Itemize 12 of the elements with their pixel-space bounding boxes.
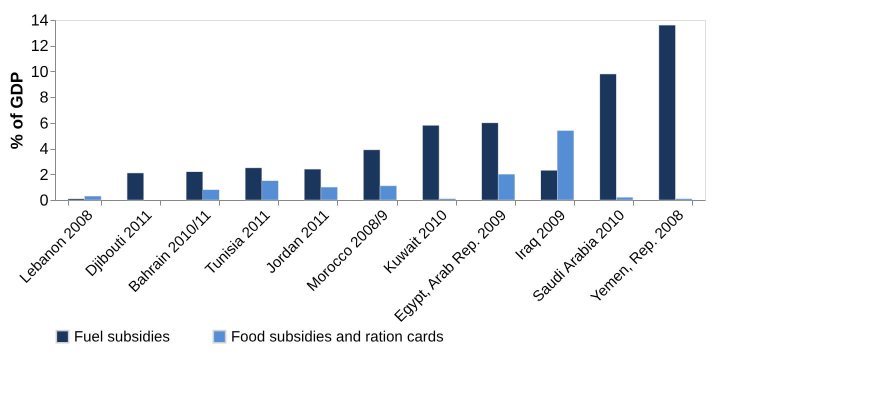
y-tick-label: 2 [40, 166, 49, 184]
legend-label: Food subsidies and ration cards [231, 328, 444, 346]
y-tick-label: 14 [30, 12, 49, 30]
y-tick-label: 12 [30, 38, 49, 56]
bar [126, 172, 144, 200]
y-axis-title: % of GDP [8, 72, 27, 150]
y-tick-label: 10 [30, 64, 49, 81]
y-tick-label: 6 [40, 115, 49, 132]
y-tick-label: 4 [40, 141, 49, 158]
y-tick-label: 0 [40, 192, 49, 210]
y-tick-label: 8 [40, 90, 49, 107]
legend-label: Fuel subsidies [74, 328, 170, 346]
